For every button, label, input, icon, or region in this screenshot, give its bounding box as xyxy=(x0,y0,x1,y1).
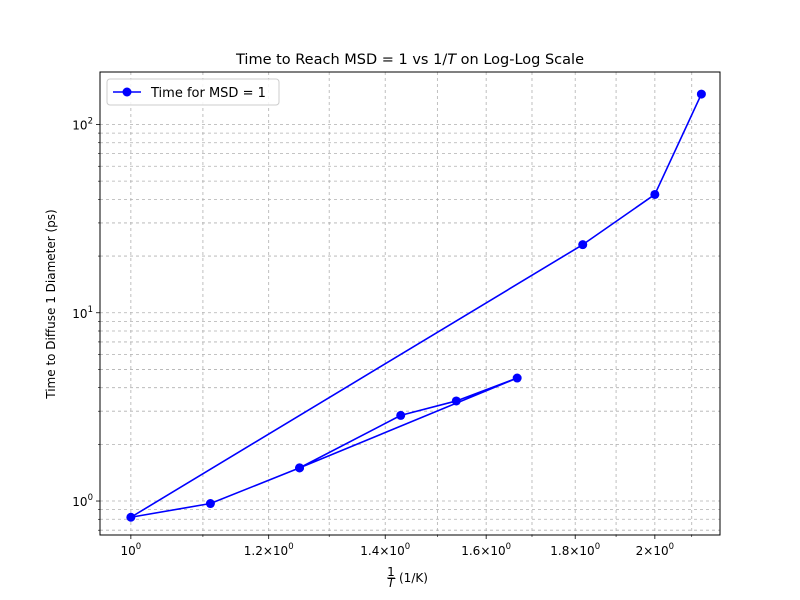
x-axis-label: 1 T (1/K) xyxy=(387,565,428,590)
data-point xyxy=(512,373,522,383)
legend-box xyxy=(106,78,280,106)
x-tick-label: 100 xyxy=(121,542,142,558)
series-line-0 xyxy=(130,93,703,519)
legend-label: Time for MSD = 1 xyxy=(150,86,266,101)
y-tick-label: 102 xyxy=(72,116,93,132)
data-point xyxy=(451,396,461,406)
y-tick-label: 100 xyxy=(72,493,93,509)
x-tick-label: 1.2×100 xyxy=(244,542,294,558)
series-layer xyxy=(126,89,706,522)
x-tick-label: 1.6×100 xyxy=(461,542,511,558)
data-point xyxy=(295,463,305,473)
data-point xyxy=(578,240,588,250)
x-tick-label: 1.4×100 xyxy=(360,542,410,558)
x-axis-label-fraction-denominator: T xyxy=(387,576,396,590)
data-point xyxy=(696,89,706,99)
chart-title: Time to Reach MSD = 1 vs 1/T on Log-Log … xyxy=(235,52,584,68)
data-point xyxy=(126,512,136,522)
y-tick-label: 101 xyxy=(72,305,93,321)
x-tick-label: 2×100 xyxy=(636,542,674,558)
data-point xyxy=(650,189,660,199)
data-point xyxy=(205,499,215,509)
x-tick-label: 1.8×100 xyxy=(550,542,600,558)
axis-ticks: 100 1.2×100 1.4×100 1.6×100 1.8×100 2×100 100 1… xyxy=(72,116,693,558)
legend: Time for MSD = 1 xyxy=(106,78,280,106)
y-axis-label: Time to Diffuse 1 Diameter (ps) xyxy=(44,209,58,399)
data-point xyxy=(396,410,406,420)
plot-frame xyxy=(99,71,721,536)
grid-lines xyxy=(100,72,720,535)
x-axis-label-fraction-numerator: 1 xyxy=(387,565,395,579)
x-axis-label-units: (1/K) xyxy=(399,571,428,585)
legend-marker xyxy=(122,87,132,97)
